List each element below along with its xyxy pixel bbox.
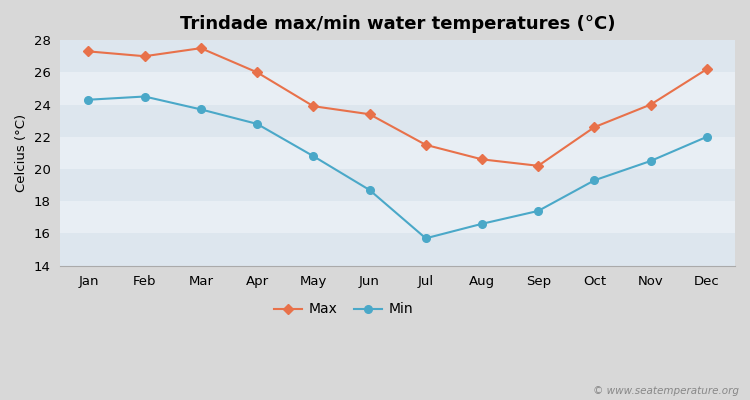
Bar — [60, 72, 735, 104]
Min — [422, 236, 430, 241]
Min — [253, 122, 262, 126]
Y-axis label: Celcius (°C): Celcius (°C) — [15, 114, 28, 192]
Max — [196, 46, 206, 50]
Bar — [60, 104, 735, 137]
Min — [703, 134, 712, 139]
Bar — [60, 169, 735, 201]
Bar — [60, 201, 735, 234]
Max — [703, 67, 712, 72]
Min — [84, 97, 93, 102]
Max — [646, 102, 656, 107]
Line: Max: Max — [85, 45, 710, 169]
Max — [84, 49, 93, 54]
Min — [365, 188, 374, 192]
Title: Trindade max/min water temperatures (°C): Trindade max/min water temperatures (°C) — [180, 15, 616, 33]
Min — [646, 158, 656, 163]
Bar — [60, 234, 735, 266]
Max — [534, 163, 543, 168]
Max — [253, 70, 262, 75]
Min — [140, 94, 149, 99]
Min — [478, 222, 487, 226]
Min — [590, 178, 599, 183]
Bar — [60, 137, 735, 169]
Min — [534, 208, 543, 213]
Max — [590, 125, 599, 130]
Line: Min: Min — [85, 93, 711, 242]
Legend: Max, Min: Max, Min — [268, 297, 419, 322]
Min — [196, 107, 206, 112]
Max — [140, 54, 149, 59]
Min — [309, 154, 318, 158]
Text: © www.seatemperature.org: © www.seatemperature.org — [592, 386, 739, 396]
Max — [422, 142, 430, 147]
Bar — [60, 40, 735, 72]
Max — [478, 157, 487, 162]
Max — [309, 104, 318, 108]
Max — [365, 112, 374, 117]
